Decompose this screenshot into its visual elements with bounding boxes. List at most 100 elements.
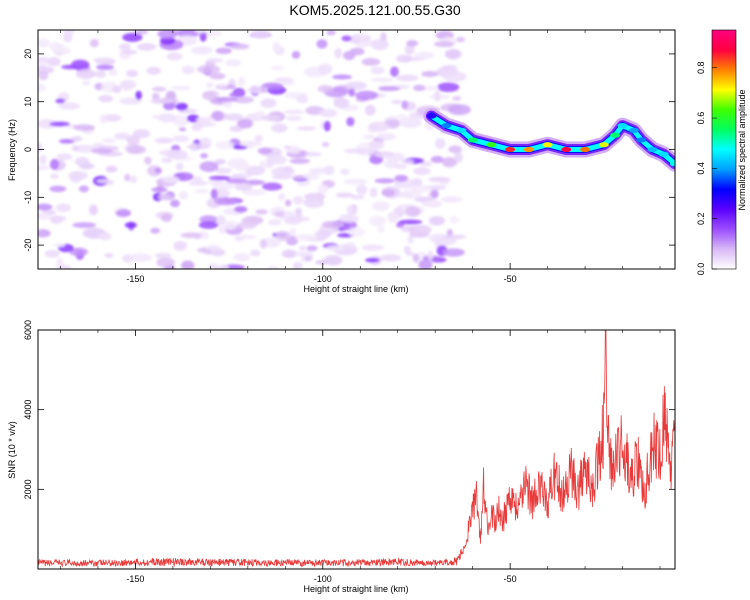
noise-blob — [38, 142, 43, 153]
noise-blob — [93, 57, 115, 63]
noise-blob — [430, 189, 439, 199]
noise-blob — [332, 74, 353, 80]
noise-blob — [355, 90, 379, 100]
noise-blob — [291, 175, 309, 180]
noise-blob — [418, 259, 433, 269]
noise-blob — [74, 144, 96, 153]
signal-ridge — [423, 108, 675, 172]
y-tick-label: 10 — [23, 97, 33, 107]
noise-blob — [232, 96, 254, 104]
noise-blob — [283, 109, 305, 115]
noise-blob — [395, 74, 419, 82]
noise-blob — [323, 255, 343, 266]
x-tick-label: -150 — [126, 574, 144, 584]
noise-blob — [48, 215, 67, 222]
noise-blob — [316, 39, 328, 49]
ridge-point — [441, 123, 452, 129]
noise-blob — [38, 164, 50, 171]
noise-blob — [192, 122, 217, 127]
noise-blob — [421, 199, 443, 208]
noise-blob — [69, 247, 88, 257]
noise-blob — [456, 36, 465, 43]
noise-blob — [150, 98, 174, 104]
noise-blob — [344, 242, 357, 249]
ridge-point — [628, 127, 639, 133]
noise-blob — [181, 65, 195, 75]
noise-blob — [162, 175, 180, 184]
noise-blob — [173, 240, 187, 251]
noise-blob — [242, 189, 266, 196]
noise-blob — [403, 245, 411, 254]
noise-blob — [119, 43, 131, 51]
noise-blob — [171, 85, 192, 91]
noise-blob — [349, 39, 360, 44]
noise-blob — [448, 145, 463, 154]
noise-blob — [317, 184, 329, 194]
noise-blob — [206, 57, 224, 63]
noise-blob — [71, 135, 83, 142]
noise-blob — [292, 195, 304, 205]
noise-blob — [71, 145, 80, 152]
noise-blob — [275, 230, 291, 242]
noise-blob — [346, 204, 357, 216]
y-tick-label: 0 — [23, 147, 33, 152]
ridge-point — [456, 127, 467, 133]
noise-blob — [261, 114, 281, 122]
noise-blob — [44, 249, 60, 258]
noise-blob — [232, 145, 248, 150]
noise-blob — [395, 54, 413, 63]
noise-blob — [194, 188, 209, 194]
noise-blob — [38, 57, 51, 62]
noise-blob — [368, 139, 385, 150]
noise-blob — [112, 85, 122, 94]
noise-blob — [124, 173, 131, 182]
noise-blob — [285, 199, 292, 207]
noise-blob — [392, 152, 405, 161]
noise-blob — [225, 59, 242, 67]
noise-blob — [407, 236, 414, 244]
noise-blobs — [38, 30, 471, 269]
noise-blob — [166, 52, 183, 61]
noise-blob — [296, 126, 317, 131]
noise-blob — [198, 221, 219, 229]
noise-blob — [214, 96, 238, 103]
noise-blob — [278, 193, 286, 201]
noise-blob — [88, 204, 98, 216]
noise-blob — [234, 162, 250, 172]
noise-blob — [75, 69, 96, 80]
x-tick-label: -100 — [314, 274, 332, 284]
noise-blob — [274, 211, 285, 217]
noise-blob — [262, 237, 282, 248]
noise-blob — [194, 30, 207, 34]
noise-blob — [160, 213, 173, 223]
noise-blob — [370, 39, 389, 51]
noise-blob — [387, 212, 399, 223]
noise-blob — [198, 231, 209, 240]
noise-blob — [78, 185, 89, 193]
noise-blob — [126, 69, 139, 78]
noise-blob — [49, 185, 67, 193]
noise-blob — [114, 132, 131, 140]
noise-blob — [434, 138, 446, 149]
noise-blob — [215, 167, 232, 174]
x-tick-label: -50 — [504, 274, 517, 284]
noise-blob — [348, 88, 356, 97]
noise-blob — [38, 212, 50, 220]
noise-blob — [122, 49, 138, 55]
noise-blob — [244, 165, 265, 176]
noise-blob — [39, 154, 47, 165]
noise-blob — [108, 68, 118, 77]
noise-blob — [181, 260, 195, 269]
noise-blob — [94, 70, 107, 78]
colorbar-tick-label: 0.6 — [696, 112, 706, 125]
noise-blob — [38, 83, 47, 92]
noise-blob — [341, 35, 352, 42]
noise-blob — [285, 115, 303, 122]
noise-blob — [49, 121, 71, 127]
noise-blob — [224, 113, 244, 121]
noise-blob — [157, 30, 178, 39]
noise-blob — [46, 56, 61, 67]
noise-blob — [170, 199, 180, 208]
noise-blob — [260, 98, 277, 108]
